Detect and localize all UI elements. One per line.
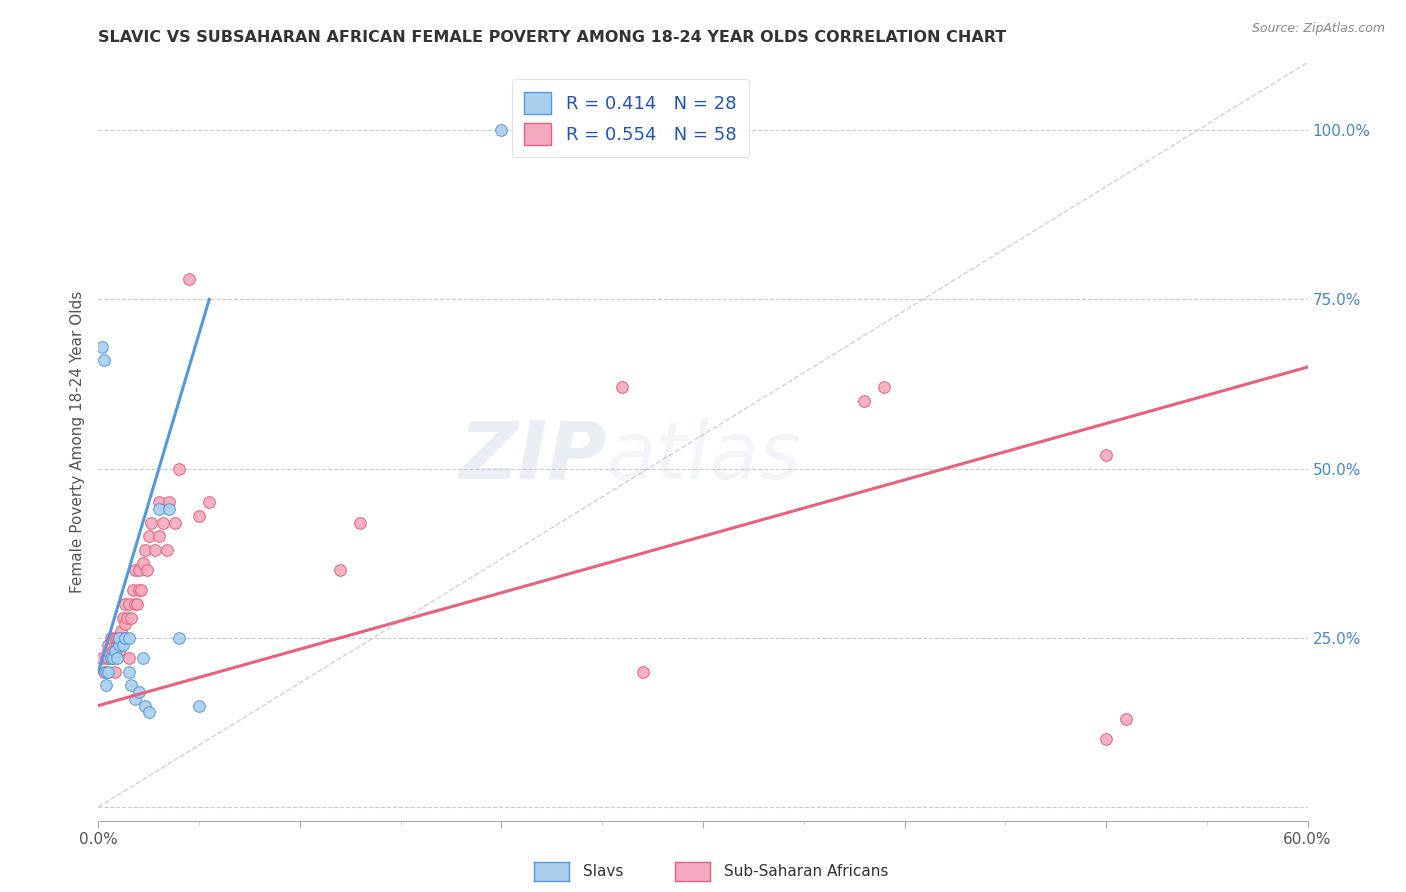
Point bbox=[101, 651, 124, 665]
Point bbox=[163, 516, 186, 530]
Point bbox=[138, 706, 160, 720]
Point bbox=[349, 516, 371, 530]
Point bbox=[124, 563, 146, 577]
Point bbox=[1095, 448, 1118, 462]
Point bbox=[167, 461, 190, 475]
Point bbox=[329, 563, 352, 577]
Point bbox=[100, 651, 122, 665]
Point bbox=[118, 651, 141, 665]
Point bbox=[198, 495, 221, 509]
Point bbox=[135, 563, 157, 577]
Point bbox=[148, 502, 170, 516]
Point bbox=[114, 597, 136, 611]
Point bbox=[96, 651, 118, 665]
Point bbox=[157, 495, 180, 509]
Point bbox=[120, 678, 142, 692]
Point bbox=[105, 651, 128, 665]
Point bbox=[107, 644, 129, 658]
Point bbox=[96, 665, 118, 679]
Point bbox=[93, 353, 115, 368]
Text: atlas: atlas bbox=[606, 417, 801, 496]
Point bbox=[143, 542, 166, 557]
Point bbox=[97, 651, 120, 665]
Point bbox=[156, 542, 179, 557]
Point bbox=[101, 651, 124, 665]
Text: ZIP: ZIP bbox=[458, 417, 606, 496]
Legend: R = 0.414   N = 28, R = 0.554   N = 58: R = 0.414 N = 28, R = 0.554 N = 58 bbox=[512, 79, 749, 157]
Point bbox=[612, 380, 634, 394]
Point bbox=[107, 638, 129, 652]
Point bbox=[97, 665, 120, 679]
Point bbox=[101, 644, 124, 658]
Point bbox=[128, 563, 150, 577]
Point bbox=[188, 508, 211, 523]
Point bbox=[110, 624, 132, 639]
Point bbox=[114, 631, 136, 645]
Text: SLAVIC VS SUBSAHARAN AFRICAN FEMALE POVERTY AMONG 18-24 YEAR OLDS CORRELATION CH: SLAVIC VS SUBSAHARAN AFRICAN FEMALE POVE… bbox=[98, 29, 1007, 45]
Point bbox=[179, 272, 201, 286]
Point bbox=[148, 529, 170, 543]
Point bbox=[100, 631, 122, 645]
Point bbox=[91, 340, 114, 354]
Point bbox=[115, 610, 138, 624]
Point bbox=[100, 651, 122, 665]
Point bbox=[188, 698, 211, 713]
Point bbox=[107, 638, 129, 652]
Point bbox=[167, 631, 190, 645]
Point bbox=[129, 583, 152, 598]
Point bbox=[91, 651, 114, 665]
Y-axis label: Female Poverty Among 18-24 Year Olds: Female Poverty Among 18-24 Year Olds bbox=[69, 291, 84, 592]
Point bbox=[111, 610, 134, 624]
Point bbox=[132, 557, 155, 571]
Point bbox=[125, 597, 148, 611]
Point bbox=[631, 665, 654, 679]
Text: Sub-Saharan Africans: Sub-Saharan Africans bbox=[724, 864, 889, 879]
Point bbox=[103, 631, 125, 645]
Point bbox=[1115, 712, 1137, 726]
Point bbox=[121, 583, 143, 598]
Point bbox=[118, 597, 141, 611]
Point bbox=[97, 638, 120, 652]
Point bbox=[111, 631, 134, 645]
Point bbox=[111, 638, 134, 652]
Point bbox=[120, 610, 142, 624]
Point bbox=[157, 502, 180, 516]
Point bbox=[148, 495, 170, 509]
Point bbox=[152, 516, 174, 530]
Point bbox=[134, 698, 156, 713]
Text: Slavs: Slavs bbox=[583, 864, 624, 879]
Point bbox=[103, 665, 125, 679]
Point bbox=[114, 617, 136, 632]
Point bbox=[103, 644, 125, 658]
Point bbox=[853, 393, 876, 408]
Point bbox=[103, 644, 125, 658]
Point bbox=[124, 597, 146, 611]
Point bbox=[107, 631, 129, 645]
Point bbox=[139, 516, 162, 530]
Point bbox=[105, 631, 128, 645]
Point bbox=[128, 583, 150, 598]
Point bbox=[105, 638, 128, 652]
Text: Source: ZipAtlas.com: Source: ZipAtlas.com bbox=[1251, 22, 1385, 36]
Point bbox=[491, 123, 513, 137]
Point bbox=[1095, 732, 1118, 747]
Point bbox=[132, 651, 155, 665]
Point bbox=[128, 685, 150, 699]
Point bbox=[100, 638, 122, 652]
Point bbox=[93, 665, 115, 679]
Point bbox=[107, 631, 129, 645]
Point bbox=[138, 529, 160, 543]
Point bbox=[97, 644, 120, 658]
Point bbox=[124, 691, 146, 706]
Point bbox=[873, 380, 896, 394]
Point bbox=[134, 542, 156, 557]
Point bbox=[118, 631, 141, 645]
Point bbox=[118, 665, 141, 679]
Point bbox=[96, 678, 118, 692]
